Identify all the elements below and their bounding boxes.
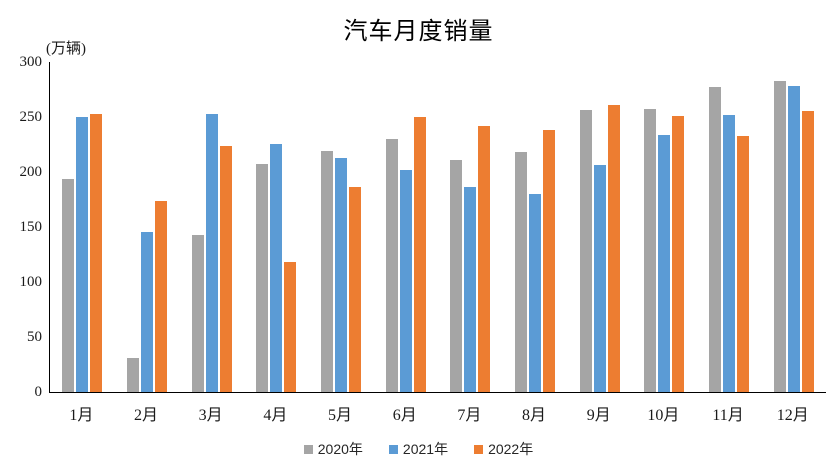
bar-2020年-7月 (450, 159, 463, 392)
legend-item-2020年: 2020年 (303, 439, 363, 459)
bar-2022年-6月 (413, 116, 426, 392)
bar-2021年-11月 (723, 114, 736, 392)
bar-2021年-9月 (593, 164, 606, 392)
bar-2021年-8月 (529, 194, 542, 392)
legend-label: 2020年 (317, 441, 363, 457)
bar-2020年-12月 (773, 80, 786, 392)
bar-group-8月 (503, 62, 568, 392)
bar-2020年-1月 (62, 178, 75, 392)
x-axis-tick-label: 4月 (263, 407, 288, 424)
bar-2020年-8月 (515, 151, 528, 392)
bar-2020年-4月 (256, 164, 269, 392)
y-axis-tick-label: 0 (34, 384, 43, 400)
legend-item-2021年: 2021年 (388, 439, 449, 459)
x-axis-tick-label: 1月 (69, 407, 94, 424)
bar-2022年-10月 (672, 116, 685, 392)
bar-2022年-9月 (607, 104, 620, 392)
bar-group-2月 (115, 62, 180, 392)
bar-2022年-12月 (801, 110, 814, 392)
bar-2022年-11月 (737, 135, 750, 392)
bar-2020年-10月 (644, 108, 657, 392)
bar-2021年-12月 (787, 85, 800, 392)
x-axis-tick-label: 10月 (647, 407, 680, 424)
bar-2021年-5月 (335, 157, 348, 392)
y-axis-unit-label: (万辆) (46, 41, 86, 57)
x-axis-tick-label: 8月 (522, 407, 547, 424)
x-axis-tick-label: 2月 (134, 407, 159, 424)
y-axis-tick-label: 150 (19, 219, 43, 235)
bar-group-9月 (567, 62, 632, 392)
bar-2021年-1月 (76, 116, 89, 392)
legend-item-2022年: 2022年 (474, 439, 533, 459)
bar-2022年-2月 (155, 200, 167, 392)
bar-2020年-2月 (127, 357, 139, 392)
bar-2020年-9月 (579, 109, 592, 392)
legend-label: 2022年 (488, 441, 534, 457)
bar-2021年-6月 (399, 170, 412, 392)
y-axis-tick-label: 200 (19, 164, 43, 180)
bar-2022年-4月 (284, 262, 297, 392)
bar-2020年-11月 (709, 87, 722, 392)
x-axis-tick-label: 7月 (457, 407, 482, 424)
bar-group-6月 (373, 62, 438, 392)
x-axis-tick-label: 3月 (198, 407, 223, 424)
x-axis: 1月 2月 3月 4月 5月 6月 7月 8月 9月 10月 11月 12月 (49, 401, 825, 425)
y-axis-tick-label: 250 (19, 109, 43, 125)
bar-2022年-8月 (543, 129, 556, 392)
bar-2022年-7月 (478, 125, 491, 392)
bar-2021年-7月 (464, 186, 477, 392)
bar-2022年-5月 (349, 187, 362, 392)
x-axis-tick-label: 6月 (392, 407, 417, 424)
x-axis-tick-label: 11月 (712, 407, 744, 424)
legend: 2020年 2021年 2022年 (0, 439, 837, 459)
y-axis: 0 50 100 150 200 250 300 (0, 0, 43, 466)
bar-group-3月 (179, 62, 244, 392)
bar-2020年-3月 (191, 234, 204, 392)
legend-swatch-icon (388, 444, 398, 454)
plot-area (49, 62, 826, 393)
bar-group-12月 (761, 62, 826, 392)
bar-2022年-3月 (219, 145, 232, 392)
bar-2020年-5月 (321, 150, 334, 392)
bar-group-7月 (438, 62, 503, 392)
bar-group-10月 (632, 62, 697, 392)
bar-group-4月 (244, 62, 309, 392)
chart-title: 汽车月度销量 (343, 19, 494, 45)
bar-2020年-6月 (385, 139, 398, 392)
bar-2021年-2月 (141, 231, 153, 392)
x-axis-tick-label: 9月 (586, 407, 611, 424)
bar-group-11月 (697, 62, 762, 392)
legend-swatch-icon (303, 444, 313, 454)
x-axis-tick-label: 5月 (328, 407, 353, 424)
y-axis-tick-label: 50 (27, 329, 42, 345)
bar-2021年-4月 (270, 144, 283, 392)
x-axis-tick-label: 12月 (776, 407, 809, 424)
bar-2021年-3月 (205, 114, 218, 392)
bar-group-1月 (50, 62, 115, 392)
bar-group-5月 (309, 62, 374, 392)
y-axis-tick-label: 300 (19, 54, 43, 70)
bar-2022年-1月 (90, 113, 103, 392)
bar-2021年-10月 (658, 135, 671, 392)
legend-swatch-icon (474, 444, 484, 454)
legend-label: 2021年 (402, 441, 449, 457)
y-axis-tick-label: 100 (19, 274, 43, 290)
